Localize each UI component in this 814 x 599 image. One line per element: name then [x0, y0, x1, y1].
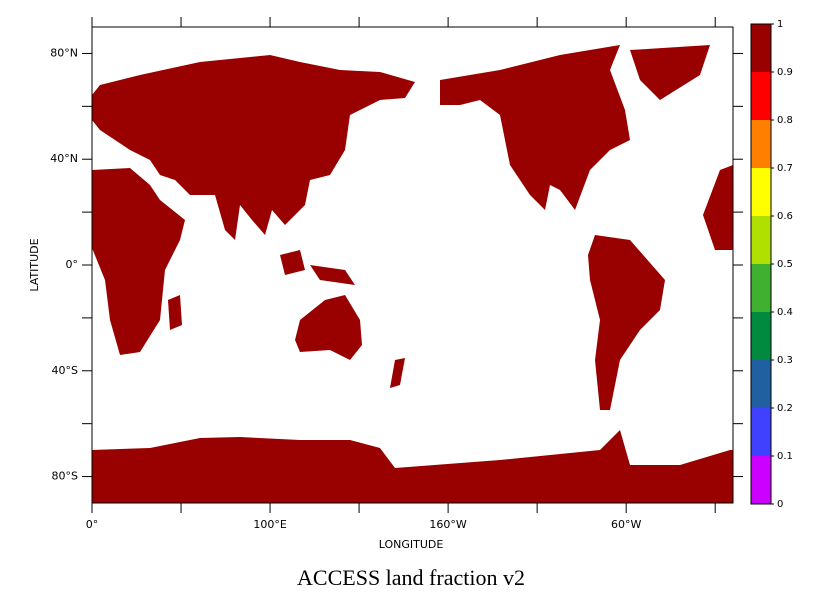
- x-tick-label: 60°W: [611, 518, 641, 531]
- colorbar-swatch: [751, 216, 771, 264]
- colorbar-label: 0.5: [777, 259, 793, 270]
- colorbar-swatch: [751, 456, 771, 504]
- colorbar-label: 1: [777, 19, 783, 30]
- colorbar-label: 0.7: [777, 163, 793, 174]
- land-mass: [92, 45, 733, 503]
- chart-title: ACCESS land fraction v2: [297, 565, 525, 590]
- colorbar-swatch: [751, 408, 771, 456]
- y-tick-label: 80°N: [50, 46, 78, 59]
- colorbar-label: 0.3: [777, 355, 793, 366]
- colorbar-label: 0.4: [777, 307, 793, 318]
- y-axis-label: LATITUDE: [28, 238, 41, 291]
- colorbar-label: 0.9: [777, 67, 793, 78]
- y-tick-label: 80°S: [52, 470, 78, 483]
- x-tick-label: 160°W: [429, 518, 466, 531]
- colorbar-swatch: [751, 312, 771, 360]
- y-tick-label: 40°N: [50, 152, 78, 165]
- colorbar-swatch: [751, 168, 771, 216]
- x-axis-label: LONGITUDE: [379, 538, 444, 551]
- colorbar-label: 0.6: [777, 211, 793, 222]
- x-tick-label: 100°E: [253, 518, 286, 531]
- y-tick-label: 40°S: [52, 364, 78, 377]
- x-tick-label: 0°: [86, 518, 99, 531]
- colorbar-label: 0: [777, 499, 783, 510]
- colorbar-swatch: [751, 72, 771, 120]
- colorbar-label: 0.2: [777, 403, 793, 414]
- colorbar-swatch: [751, 120, 771, 168]
- colorbar-swatch: [751, 264, 771, 312]
- colorbar-swatch: [751, 360, 771, 408]
- colorbar-swatch: [751, 24, 771, 72]
- y-tick-label: 0°: [66, 258, 79, 271]
- colorbar-label: 0.8: [777, 115, 793, 126]
- colorbar-label: 0.1: [777, 451, 793, 462]
